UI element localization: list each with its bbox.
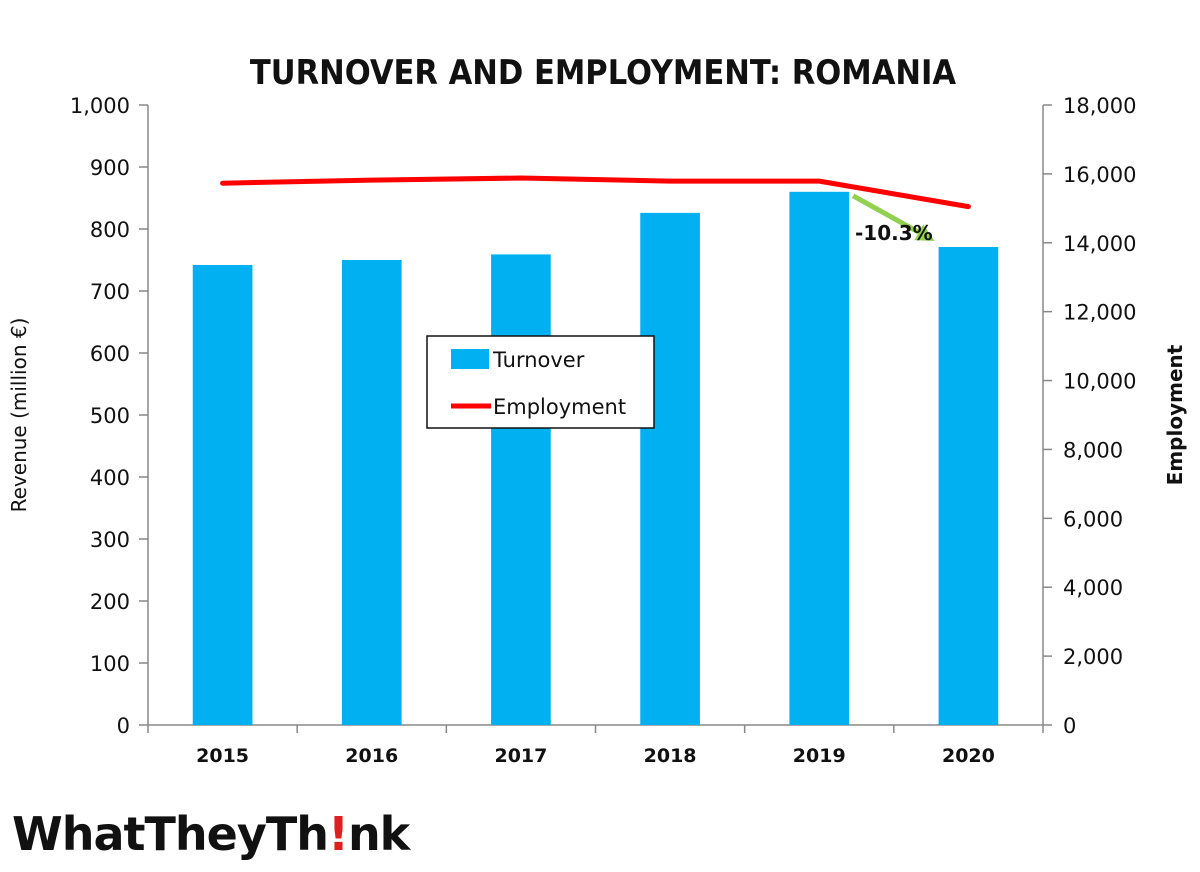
y-tick-label: 300	[90, 528, 130, 552]
y-tick-label: 600	[90, 342, 130, 366]
x-tick-label: 2017	[494, 745, 547, 767]
x-tick-label: 2019	[793, 745, 846, 767]
employment-line	[220, 175, 971, 210]
right-axis: 0 2,000 4,000 6,000 8,000 10,000 12,000 14,000 1…	[1042, 94, 1136, 738]
legend-turnover-swatch	[451, 349, 489, 369]
change-annotation-label: -10.3%	[855, 221, 933, 245]
change-arrow	[851, 193, 921, 235]
y2-tick-label: 14,000	[1063, 232, 1136, 256]
y2-tick-label: 0	[1063, 714, 1076, 738]
employment-line-group	[220, 175, 971, 210]
chart-title: TURNOVER AND EMPLOYMENT: ROMANIA	[250, 53, 956, 93]
y2-tick-label: 18,000	[1063, 94, 1136, 118]
y-axis-label: Revenue (million €)	[7, 318, 31, 513]
legend-employment-label: Employment	[493, 395, 626, 419]
turnover-bars	[192, 191, 999, 726]
y-tick-label: 1,000	[70, 94, 130, 118]
y2-tick-label: 16,000	[1063, 163, 1136, 187]
y-tick-label: 800	[90, 218, 130, 242]
change-annotation: -10.3%	[851, 193, 935, 245]
y2-tick-label: 4,000	[1063, 576, 1123, 600]
y2-tick-label: 12,000	[1063, 301, 1136, 325]
y-tick-label: 200	[90, 590, 130, 614]
y2-tick-label: 2,000	[1063, 645, 1123, 669]
y2-tick-label: 8,000	[1063, 438, 1123, 462]
x-tick-label: 2018	[644, 745, 697, 767]
y2-tick-label: 6,000	[1063, 507, 1123, 531]
y-tick-label: 900	[90, 156, 130, 180]
turnover-bar-2020	[938, 246, 999, 726]
whattheythink-logo: WhatTheyTh!nk	[12, 807, 413, 861]
logo-text-end: nk	[348, 807, 412, 861]
svg-text:WhatTheyTh!nk: WhatTheyTh!nk	[12, 807, 412, 861]
y-tick-label: 400	[90, 466, 130, 490]
y-tick-label: 100	[90, 652, 130, 676]
y-tick-label: 700	[90, 280, 130, 304]
turnover-bar-2018	[640, 212, 700, 725]
x-axis-ticks: 2015 2016 2017 2018 2019 2020	[147, 725, 1044, 767]
change-arrow-head	[914, 224, 935, 241]
y-tick-label: 0	[117, 714, 130, 738]
turnover-bar-2019	[789, 191, 850, 726]
y2-axis-label: Employment	[1163, 344, 1187, 485]
turnover-bar-2015	[192, 264, 253, 725]
turnover-bar-2016	[341, 260, 402, 725]
y-tick-label: 500	[90, 404, 130, 428]
legend-turnover-label: Turnover	[492, 348, 585, 372]
x-tick-label: 2016	[345, 745, 398, 767]
legend: Turnover Employment	[426, 335, 655, 429]
logo-exclamation-glyph: !	[328, 807, 348, 861]
x-tick-label: 2020	[942, 745, 995, 767]
logo-text-start: WhatTheyTh	[12, 807, 328, 861]
x-tick-label: 2015	[196, 745, 249, 767]
turnover-bar-2017	[491, 254, 551, 726]
y2-tick-label: 10,000	[1063, 370, 1136, 394]
left-axis: 0 100 200 300 400 500 600 700 800 900 1,000	[70, 94, 1043, 738]
